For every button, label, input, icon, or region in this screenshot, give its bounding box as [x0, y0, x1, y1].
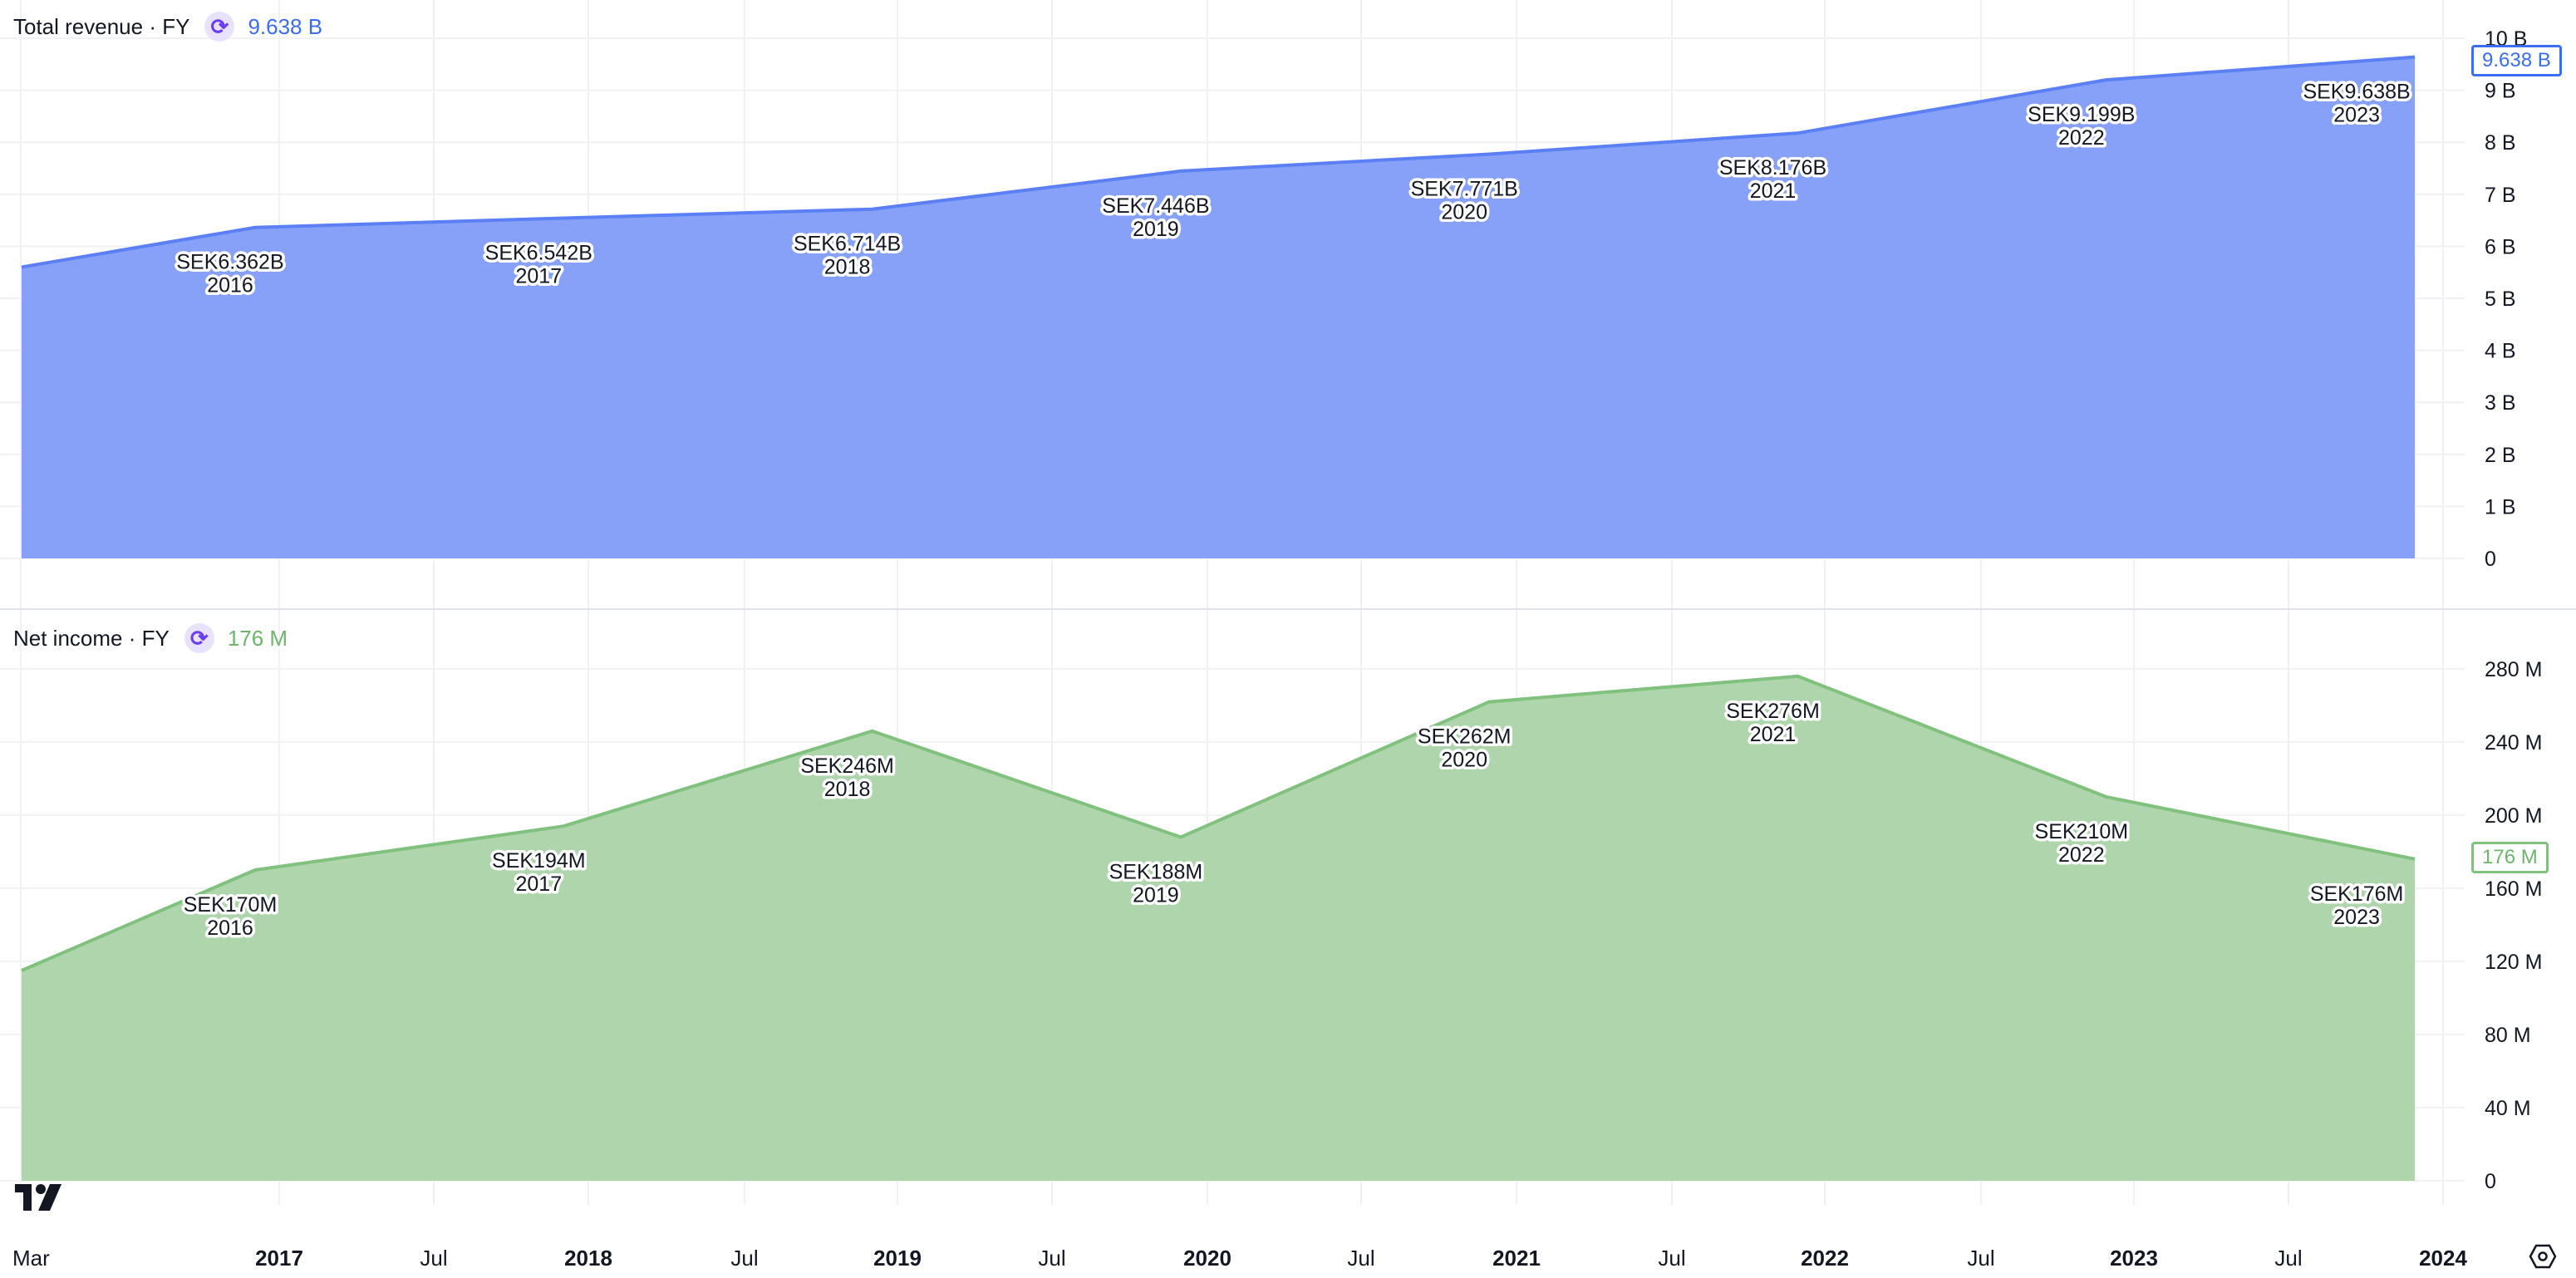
data-label-year: 2020 — [1441, 749, 1487, 772]
refresh-icon[interactable]: ⟳ — [184, 623, 214, 653]
y-tick-label: 0 — [2485, 1170, 2496, 1193]
y-tick-label: 280 M — [2485, 658, 2542, 681]
area-fill — [22, 676, 2416, 1181]
data-label-year: 2021 — [1750, 179, 1797, 203]
y-tick-label: 6 B — [2485, 235, 2516, 258]
data-label-year: 2017 — [515, 872, 562, 896]
net-income-legend-title: Net income · FY — [13, 625, 170, 651]
settings-icon[interactable] — [2529, 1242, 2557, 1271]
data-label-value: SEK6.362B — [176, 251, 283, 274]
data-label-value: SEK9.638B — [2303, 81, 2410, 104]
data-label-year: 2020 — [1441, 201, 1487, 224]
data-label-value: SEK276M — [1726, 700, 1820, 723]
y-tick-label: 80 M — [2485, 1024, 2531, 1047]
x-tick-label: Jul — [1038, 1246, 1065, 1271]
x-tick-label: 2023 — [2110, 1246, 2158, 1271]
x-tick-label: 2019 — [873, 1246, 922, 1271]
data-label-value: SEK262M — [1418, 725, 1512, 749]
data-label-value: SEK194M — [492, 849, 586, 872]
data-label-year: 2018 — [824, 778, 871, 801]
revenue-legend: Total revenue · FY ⟳ 9.638 B — [13, 10, 322, 43]
x-tick-label: Jul — [1658, 1246, 1685, 1271]
net-income-last-value-badge: 176 M — [2471, 842, 2549, 873]
revenue-last-value-badge: 9.638 B — [2471, 45, 2562, 76]
data-label-year: 2021 — [1750, 723, 1797, 746]
net-income-legend: Net income · FY ⟳ 176 M — [13, 622, 288, 655]
y-tick-label: 8 B — [2485, 131, 2516, 155]
y-tick-label: 1 B — [2485, 495, 2516, 519]
x-tick-label: Jul — [1967, 1246, 1994, 1271]
y-tick-label: 2 B — [2485, 444, 2516, 467]
x-tick-label: 2020 — [1183, 1246, 1231, 1271]
net-income-legend-value: 176 M — [227, 625, 288, 651]
data-label-year: 2022 — [2058, 843, 2105, 867]
x-tick-label: 2017 — [255, 1246, 303, 1271]
data-label-value: SEK6.714B — [794, 233, 901, 256]
area-fill — [22, 57, 2416, 559]
data-label-year: 2016 — [207, 274, 253, 297]
data-label-value: SEK246M — [800, 755, 894, 778]
data-label-value: SEK8.176B — [1719, 156, 1826, 179]
series-line — [21, 55, 2416, 269]
revenue-legend-value: 9.638 B — [248, 13, 323, 39]
y-tick-label: 7 B — [2485, 184, 2516, 207]
data-label-year: 2022 — [2058, 126, 2105, 150]
x-tick-label: Jul — [420, 1246, 447, 1271]
tradingview-logo-icon — [15, 1184, 61, 1211]
data-label-year: 2023 — [2333, 906, 2380, 929]
revenue-legend-title: Total revenue · FY — [13, 13, 190, 39]
data-label-value: SEK170M — [184, 893, 278, 917]
x-tick-label: 2021 — [1492, 1246, 1541, 1271]
data-label-value: SEK7.446B — [1102, 194, 1209, 218]
y-tick-label: 9 B — [2485, 80, 2516, 103]
data-label-year: 2016 — [207, 917, 253, 940]
y-tick-label: 200 M — [2485, 804, 2542, 828]
y-tick-label: 4 B — [2485, 340, 2516, 363]
y-tick-label: 160 M — [2485, 877, 2542, 901]
x-tick-label: 2018 — [564, 1246, 612, 1271]
series-line — [21, 674, 2416, 972]
x-tick-label: Jul — [2274, 1246, 2302, 1271]
data-label-value: SEK6.542B — [485, 241, 592, 264]
x-tick-label: 2024 — [2419, 1246, 2467, 1271]
x-tick-label: Jul — [1347, 1246, 1374, 1271]
x-tick-label: Mar — [12, 1246, 50, 1271]
data-label-value: SEK9.199B — [2028, 103, 2135, 126]
y-tick-label: 40 M — [2485, 1097, 2531, 1120]
data-label-value: SEK210M — [2035, 820, 2129, 843]
data-label-year: 2017 — [515, 264, 562, 288]
data-label-year: 2023 — [2333, 104, 2380, 127]
data-label-year: 2019 — [1133, 883, 1179, 907]
y-tick-label: 5 B — [2485, 288, 2516, 311]
data-label-year: 2018 — [824, 256, 871, 279]
y-tick-label: 3 B — [2485, 391, 2516, 415]
y-tick-label: 240 M — [2485, 731, 2542, 755]
y-tick-label: 120 M — [2485, 951, 2542, 974]
data-label-year: 2019 — [1133, 218, 1179, 241]
x-tick-label: Jul — [730, 1246, 758, 1271]
data-label-value: SEK188M — [1109, 860, 1203, 883]
x-tick-label: 2022 — [1801, 1246, 1849, 1271]
data-label-value: SEK176M — [2310, 882, 2404, 906]
data-label-value: SEK7.771B — [1411, 178, 1518, 201]
refresh-icon[interactable]: ⟳ — [204, 12, 235, 42]
y-tick-label: 0 — [2485, 548, 2496, 571]
